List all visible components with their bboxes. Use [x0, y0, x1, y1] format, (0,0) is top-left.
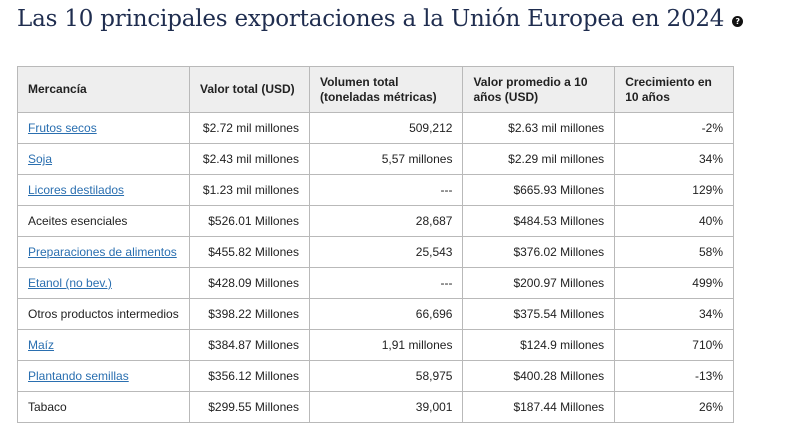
table-row: Preparaciones de alimentos $455.82 Millon… — [17, 236, 734, 268]
cell-valor-total: $384.87 Millones — [188, 329, 310, 361]
cell-volumen-total: 39,001 — [308, 391, 464, 423]
cell-valor-promedio: $124.9 millones — [462, 329, 616, 361]
cell-volumen-total: 5,57 millones — [308, 143, 464, 175]
cell-valor-promedio: $375.54 Millones — [462, 298, 616, 330]
header-valor-promedio: Valor promedio a 10 años (USD) — [462, 66, 616, 113]
cell-volumen-total: 1,91 millones — [308, 329, 464, 361]
cell-valor-promedio: $200.97 Millones — [462, 267, 616, 299]
cell-mercancia: Frutos secos — [17, 112, 190, 144]
cell-mercancia: Soja — [17, 143, 190, 175]
cell-crecimiento: 499% — [614, 267, 734, 299]
cell-valor-total: $299.55 Millones — [188, 391, 310, 423]
cell-crecimiento: 58% — [614, 236, 734, 268]
cell-valor-total: $1.23 mil millones — [188, 174, 310, 206]
cell-mercancia: Aceites esenciales — [17, 205, 190, 237]
cell-valor-promedio: $484.53 Millones — [462, 205, 616, 237]
cell-volumen-total: 509,212 — [308, 112, 464, 144]
commodity-link[interactable]: Maíz — [28, 338, 55, 352]
table-row: Soja $2.43 mil millones 5,57 millones $2.29… — [17, 143, 734, 175]
commodity-label: Tabaco — [28, 400, 67, 414]
cell-valor-promedio: $2.29 mil millones — [462, 143, 616, 175]
cell-crecimiento: 34% — [614, 143, 734, 175]
header-valor-total: Valor total (USD) — [188, 66, 310, 113]
cell-valor-promedio: $2.63 mil millones — [462, 112, 616, 144]
commodity-link[interactable]: Soja — [28, 152, 53, 166]
cell-valor-total: $398.22 Millones — [188, 298, 310, 330]
cell-mercancia: Licores destilados — [17, 174, 190, 206]
cell-volumen-total: 58,975 — [308, 360, 464, 392]
cell-volumen-total: 28,687 — [308, 205, 464, 237]
table-row: Plantando semillas $356.12 Millones 58,975… — [17, 360, 734, 392]
cell-mercancia: Etanol (no bev.) — [17, 267, 190, 299]
cell-valor-total: $428.09 Millones — [188, 267, 310, 299]
cell-valor-total: $356.12 Millones — [188, 360, 310, 392]
cell-volumen-total: --- — [308, 174, 464, 206]
page-title: Las 10 principales exportaciones a la Un… — [17, 6, 725, 32]
cell-valor-total: $2.43 mil millones — [188, 143, 310, 175]
header-crecimiento: Crecimiento en 10 años — [614, 66, 734, 113]
page-header: Las 10 principales exportaciones a la Un… — [17, 6, 744, 32]
cell-mercancia: Tabaco — [17, 391, 190, 423]
table-row: Maíz $384.87 Millones 1,91 millones $124.9 … — [17, 329, 734, 361]
table-row: Tabaco $299.55 Millones 39,001 $187.44 Mill… — [17, 391, 734, 423]
cell-valor-promedio: $187.44 Millones — [462, 391, 616, 423]
cell-crecimiento: 26% — [614, 391, 734, 423]
exports-table: Mercancía Valor total (USD) Volumen tota… — [17, 66, 734, 423]
cell-mercancia: Plantando semillas — [17, 360, 190, 392]
commodity-label: Otros productos intermedios — [28, 307, 179, 321]
cell-crecimiento: -2% — [614, 112, 734, 144]
cell-mercancia: Otros productos intermedios — [17, 298, 190, 330]
header-volumen-total: Volumen total (toneladas métricas) — [308, 66, 464, 113]
table-row: Otros productos intermedios $398.22 Millo… — [17, 298, 734, 330]
cell-mercancia: Preparaciones de alimentos — [17, 236, 190, 268]
cell-valor-promedio: $665.93 Millones — [462, 174, 616, 206]
table-header-row: Mercancía Valor total (USD) Volumen tota… — [17, 66, 734, 113]
cell-crecimiento: 40% — [614, 205, 734, 237]
cell-crecimiento: 34% — [614, 298, 734, 330]
cell-volumen-total: 25,543 — [308, 236, 464, 268]
cell-valor-promedio: $376.02 Millones — [462, 236, 616, 268]
cell-volumen-total: 66,696 — [308, 298, 464, 330]
cell-valor-total: $2.72 mil millones — [188, 112, 310, 144]
commodity-link[interactable]: Preparaciones de alimentos — [28, 245, 177, 259]
cell-crecimiento: 710% — [614, 329, 734, 361]
table-row: Aceites esenciales $526.01 Millones 28,687… — [17, 205, 734, 237]
table-row: Frutos secos $2.72 mil millones 509,212 $2.… — [17, 112, 734, 144]
commodity-link[interactable]: Plantando semillas — [28, 369, 129, 383]
cell-valor-promedio: $400.28 Millones — [462, 360, 616, 392]
commodity-link[interactable]: Frutos secos — [28, 121, 97, 135]
header-mercancia: Mercancía — [17, 66, 190, 113]
cell-mercancia: Maíz — [17, 329, 190, 361]
commodity-label: Aceites esenciales — [28, 214, 128, 228]
cell-crecimiento: -13% — [614, 360, 734, 392]
cell-volumen-total: --- — [308, 267, 464, 299]
cell-valor-total: $455.82 Millones — [188, 236, 310, 268]
table-row: Licores destilados $1.23 mil millones --- $… — [17, 174, 734, 206]
table-row: Etanol (no bev.) $428.09 Millones --- $200.… — [17, 267, 734, 299]
cell-crecimiento: 129% — [614, 174, 734, 206]
commodity-link[interactable]: Etanol (no bev.) — [28, 276, 112, 290]
commodity-link[interactable]: Licores destilados — [28, 183, 125, 197]
cell-valor-total: $526.01 Millones — [188, 205, 310, 237]
question-circle-icon[interactable]: ? — [732, 15, 744, 27]
